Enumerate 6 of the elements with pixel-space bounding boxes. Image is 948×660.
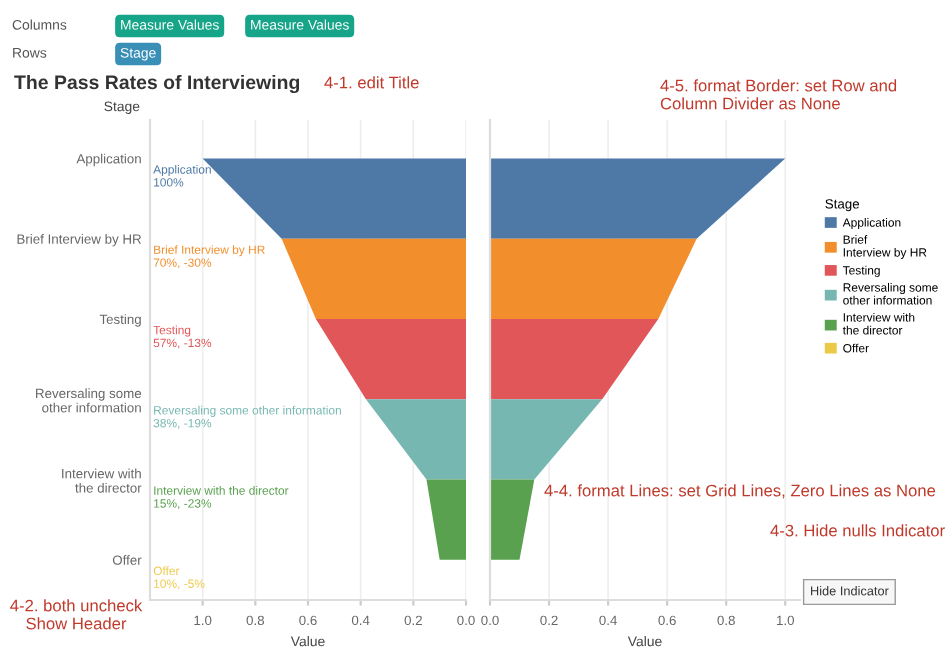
text: 4-1. edit Title [324,76,419,89]
annotation: 4-3. Hide nulls Indicator [770,524,945,537]
text: 4-5. format Border: set Row and Column Divider as None [660,79,897,110]
annotation: 4-4. format Lines: set Grid Lines, Zero Lines as None [544,484,936,499]
chart-title: The Pass Rates of Interviewing [14,74,300,94]
text: 4-2. both uncheck Show Header [10,599,143,630]
